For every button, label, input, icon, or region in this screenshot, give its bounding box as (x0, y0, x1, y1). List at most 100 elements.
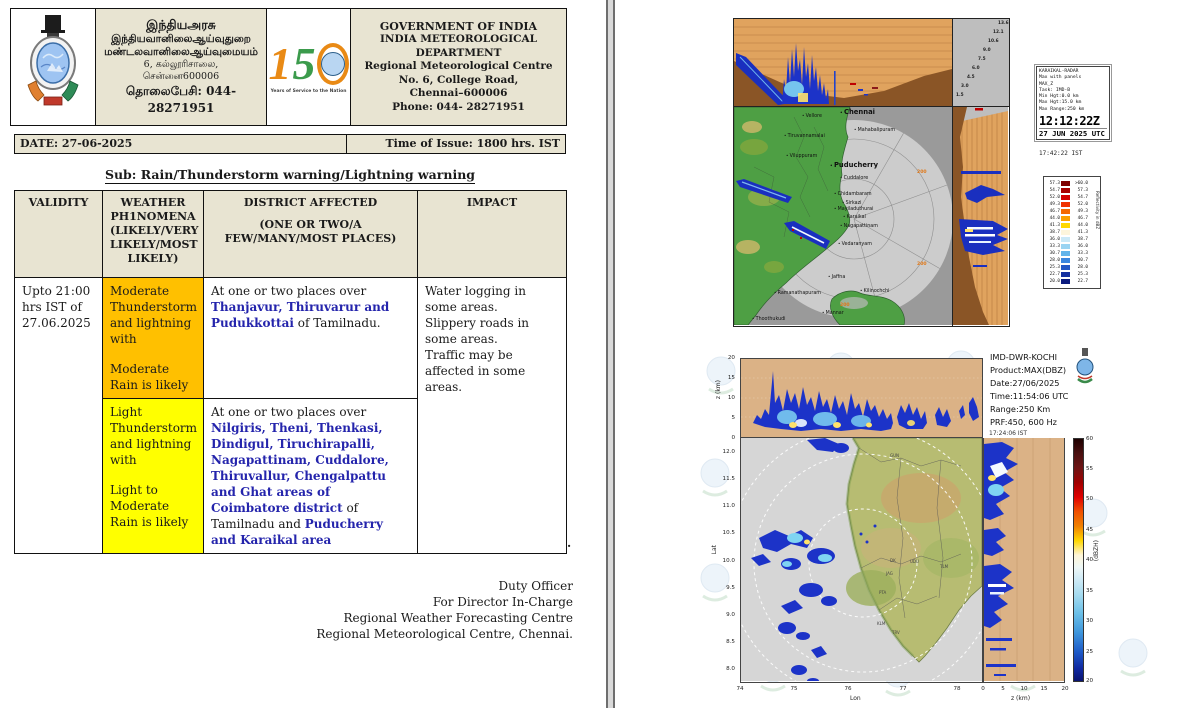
z-right-axis-tick: 0 (981, 686, 985, 692)
radar-info-line: Product:MAX(DBZ) (990, 365, 1067, 375)
kochi-cross-section-plot (741, 359, 982, 437)
legend-color-swatch (1061, 250, 1070, 257)
district-cell-2: At one or two places over Nilgiris, Then… (203, 398, 418, 554)
lat-axis-tick: 10.5 (722, 530, 735, 536)
tamil-header-line: சென்னை600006 (142, 71, 220, 82)
legend-row: 38.7 41.3 (1049, 229, 1088, 236)
z-axis-tick: 0 (731, 435, 735, 441)
colorbar-tick: 30 (1086, 618, 1094, 624)
signature-block: Duty Officer For Director In-Charge Region… (316, 578, 573, 642)
karaikal-radar-figure: 1.5 3.0 4.5 6.0 7.5 9.0 10.6 12.1 13.6 (733, 18, 1113, 328)
lat-axis-label: Lat (711, 545, 718, 555)
lat-axis-tick: 9.0 (726, 612, 735, 618)
radar-time-ist: 17:42:22 IST (1039, 150, 1083, 157)
karaikal-top-cross-section (733, 18, 953, 107)
height-scale-label: 1.5 (956, 93, 964, 98)
legend-row: 30.7 33.3 (1049, 250, 1088, 257)
legend-color-swatch (1061, 264, 1070, 271)
col-validity: VALIDITY (14, 190, 103, 278)
legend-color-swatch (1061, 243, 1070, 250)
radar-info-line: Min Hgt:0.0 km (1039, 94, 1079, 100)
legend-color-swatch (1061, 215, 1070, 222)
height-scale-label: 9.0 (983, 48, 991, 53)
pane-divider[interactable] (606, 0, 615, 708)
z-right-axis-label: z (km) (1011, 695, 1031, 702)
lat-axis-tick: 8.0 (726, 666, 735, 672)
karaikal-map-plot (733, 106, 953, 326)
english-header-line: No. 6, College Road, (398, 73, 519, 86)
logo-digit-1: 1 (268, 37, 292, 89)
legend-row: 54.7 57.3 (1049, 187, 1088, 194)
imd-watermark-icon (700, 563, 730, 602)
legend-color-swatch (1061, 201, 1070, 208)
anniversary-logo-cell: 1 5 Years of Service to the Nation (266, 8, 351, 126)
karaikal-cross-section-plot (734, 19, 952, 106)
imd-emblem-cell (10, 8, 96, 126)
subject-text: Sub: Rain/Thunderstorm warning/Lightning… (104, 167, 476, 184)
english-header-line: INDIA METEOROLOGICAL DEPARTMENT (379, 33, 538, 59)
kochi-info-block: IMD-DWR-KOCHI Product:MAX(DBZ) Date:27/06/… (990, 351, 1100, 429)
legend-row: 25.3 28.0 (1049, 264, 1088, 271)
legend-row: 33.3 36.0 (1049, 243, 1088, 250)
kochi-colorbar (1073, 438, 1084, 682)
legend-color-swatch (1061, 271, 1070, 278)
english-header-line: GOVERNMENT OF INDIA (379, 19, 538, 33)
district-suffix: of Tamilnadu. (293, 316, 381, 330)
lon-axis-tick: 78 (953, 686, 961, 692)
issue-date: DATE: 27-06-2025 (14, 134, 346, 154)
district-names: Puducherry and Karaikal area (211, 517, 383, 547)
district-names: Thanjavur, Thiruvarur and Pudukkottai (211, 300, 390, 330)
weather-cell-moderate: Moderate Thunderstorm and lightning with… (102, 277, 204, 399)
weather-text: Moderate Thunderstorm and lightning with (110, 284, 198, 346)
radar-time-utc: 12:12:22Z (1039, 114, 1100, 129)
impact-line: Water logging in some areas. (425, 284, 526, 314)
tamil-address-block: இந்தியஅரசு இந்தியவானிலைஆய்வுதுறை மண்டலவானி… (95, 8, 267, 126)
kochi-radar-figure: 20 15 10 5 0 12.0 11.5 11.0 10.5 10.0 9.5 9.0 8.5 8.… (695, 345, 1148, 706)
tamil-header-line: 6, கல்லூரிசாலை, (143, 59, 219, 70)
tamil-header-line: இந்தியஅரசு (146, 17, 216, 32)
weather-text: Light Thunderstorm and lightning with (110, 405, 198, 467)
logo-digit-5: 5 (292, 37, 316, 89)
radar-info-line: Max Range:250 km (1039, 106, 1085, 112)
warning-row-1: Upto 21:00 hrs IST of 27.06.2025 Moderat… (14, 277, 567, 554)
height-scale-label: 4.5 (967, 75, 975, 80)
signature-line: Regional Meteorological Centre, Chennai. (316, 627, 573, 641)
legend-color-swatch (1061, 278, 1070, 285)
colorbar-tick: 20 (1086, 678, 1094, 684)
lon-axis-tick: 75 (790, 686, 798, 692)
legend-row: 49.3 52.0 (1049, 201, 1088, 208)
kochi-right-cross-section (983, 438, 1065, 683)
height-scale-label: 12.1 (993, 30, 1004, 35)
legend-row: 28.0 30.7 (1049, 257, 1088, 264)
colorbar-tick: 25 (1086, 649, 1094, 655)
karaikal-map-panel: ChennaiMahabalipuramPuducherryCuddaloreC… (733, 106, 953, 327)
col-weather: WEATHER PH1NOMENA (LIKELY/VERY LIKELY/MO… (102, 190, 204, 278)
radar-info-line: Task: IMD-B (1039, 87, 1071, 93)
colorbar-tick: 55 (1086, 466, 1094, 472)
english-header-line: Regional Meteorological Centre (364, 60, 553, 73)
anniversary-caption: Years of Service to the Nation (270, 88, 347, 94)
radar-info-line: Max with panels (1039, 75, 1082, 81)
lon-axis-label: Lon (850, 695, 861, 702)
subject-line: Sub: Rain/Thunderstorm warning/Lightning… (14, 164, 566, 184)
impact-line: Slippery roads in some areas. (425, 316, 530, 346)
signature-line: Duty Officer (498, 579, 573, 593)
legend-color-swatch (1061, 222, 1070, 229)
district-cell-1: At one or two places over Thanjavur, Thi… (203, 277, 418, 399)
legend-color-swatch (1061, 180, 1070, 187)
radar-info-line: Time:11:54:06 UTC (990, 391, 1069, 401)
radar-info-line: Range:250 Km (990, 404, 1051, 414)
district-prefix: At one or two places over (211, 405, 367, 419)
warning-table: VALIDITY WEATHER PH1NOMENA (LIKELY/VERY … (14, 190, 567, 554)
karaikal-info-box: KARAIKAL-RADAR Max with panels MAX_Z Task: … (1034, 63, 1112, 143)
legend-color-swatch (1061, 187, 1070, 194)
kochi-time-ist: 17:24:06 IST (989, 430, 1028, 437)
legend-row: 52.0 54.7 (1049, 194, 1088, 201)
issue-time: Time of Issue: 1800 hrs. IST (346, 134, 566, 154)
colorbar-axis-label: (dBZH) (1093, 540, 1100, 562)
imd-watermark-icon (1118, 638, 1148, 677)
district-mid: of Tamilnadu and (211, 501, 359, 531)
col-district-line2: (ONE OR TWO/A FEW/MANY/MOST PLACES) (224, 218, 397, 245)
height-scale-label: 7.5 (978, 57, 986, 62)
height-scale-label: 13.6 (998, 21, 1009, 26)
